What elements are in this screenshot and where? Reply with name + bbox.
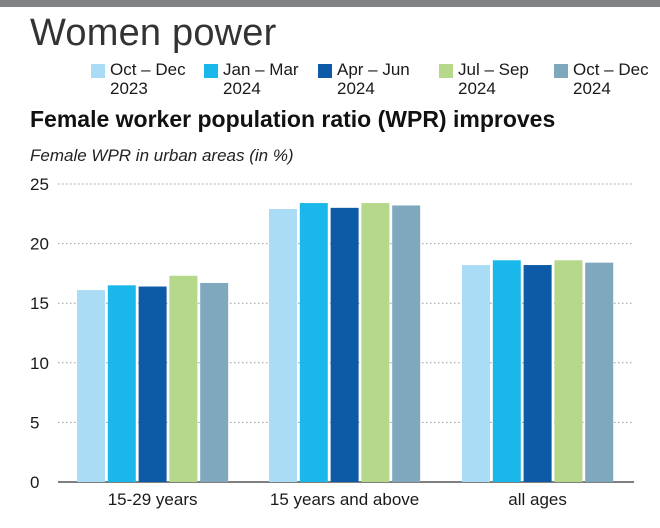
bar bbox=[492, 260, 521, 482]
bar bbox=[330, 207, 359, 482]
bar bbox=[169, 275, 198, 482]
legend-item: Oct – Dec 2024 bbox=[554, 60, 660, 98]
legend-swatch bbox=[439, 64, 453, 78]
legend-swatch bbox=[318, 64, 332, 78]
legend-item: Oct – Dec 2023 bbox=[91, 60, 201, 98]
y-tick-label: 5 bbox=[30, 413, 39, 432]
legend-label: Apr – Jun 2024 bbox=[337, 60, 410, 98]
y-tick-label: 10 bbox=[30, 354, 49, 373]
bar bbox=[107, 285, 136, 482]
bar bbox=[554, 260, 583, 482]
bar bbox=[585, 262, 614, 482]
y-tick-label: 20 bbox=[30, 235, 49, 254]
x-category-label: 15-29 years bbox=[108, 490, 198, 509]
y-tick-label: 15 bbox=[30, 294, 49, 313]
bar bbox=[462, 265, 490, 482]
x-category-label: all ages bbox=[508, 490, 567, 509]
legend-swatch bbox=[91, 64, 105, 78]
legend-label: Jul – Sep 2024 bbox=[458, 60, 529, 98]
legend-label: Oct – Dec 2024 bbox=[573, 60, 649, 98]
legend-label: Oct – Dec 2023 bbox=[110, 60, 186, 98]
bar bbox=[269, 209, 297, 483]
legend-item: Jan – Mar 2024 bbox=[204, 60, 314, 98]
headline: Women power bbox=[30, 12, 277, 54]
x-category-label: 15 years and above bbox=[270, 490, 419, 509]
bar bbox=[138, 286, 167, 482]
legend-label: Jan – Mar 2024 bbox=[223, 60, 299, 98]
top-rule bbox=[0, 0, 660, 7]
y-tick-label: 0 bbox=[30, 473, 39, 492]
bar bbox=[523, 265, 552, 482]
chart-title: Female worker population ratio (WPR) imp… bbox=[30, 106, 556, 132]
y-tick-label: 25 bbox=[30, 175, 49, 194]
bar bbox=[200, 282, 229, 482]
bar bbox=[392, 205, 421, 482]
bar bbox=[361, 203, 390, 482]
chart-subtitle: Female WPR in urban areas (in %) bbox=[30, 146, 294, 165]
legend-swatch bbox=[554, 64, 568, 78]
legend-item: Apr – Jun 2024 bbox=[318, 60, 428, 98]
bar bbox=[77, 290, 105, 482]
legend-swatch bbox=[204, 64, 218, 78]
legend-item: Jul – Sep 2024 bbox=[439, 60, 549, 98]
bar bbox=[299, 203, 328, 482]
